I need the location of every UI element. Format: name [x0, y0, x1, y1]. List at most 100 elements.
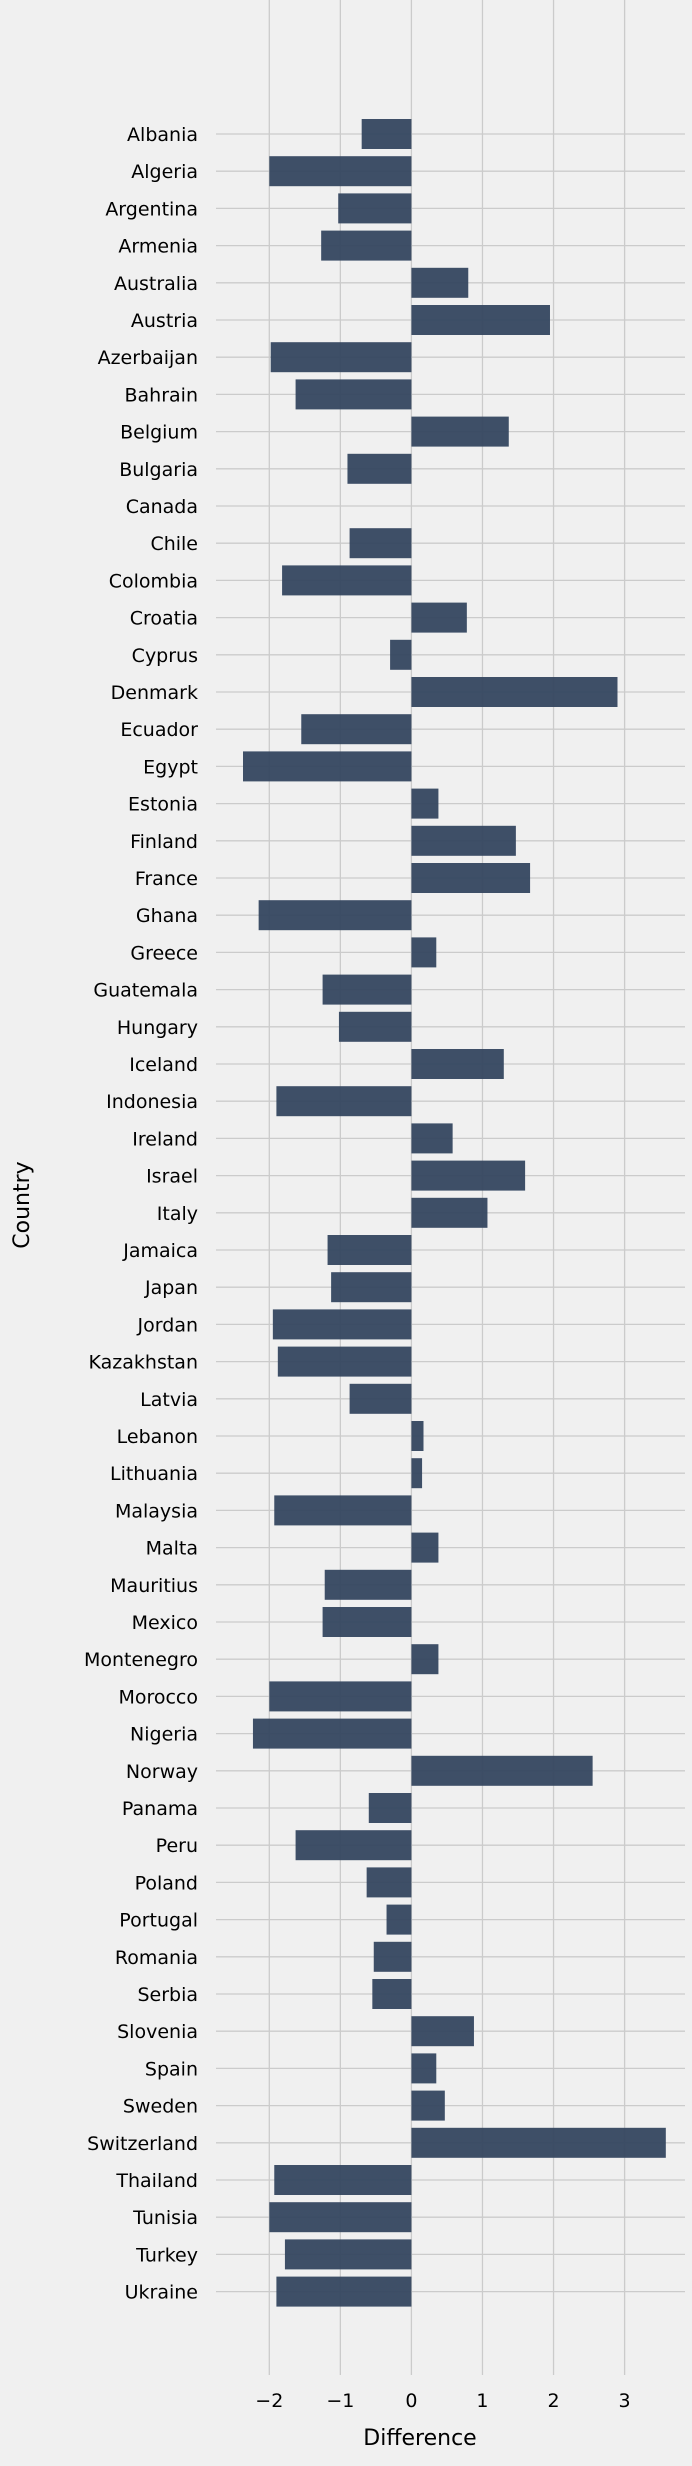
y-tick-label: Ukraine [125, 2282, 198, 2304]
bar-morocco [269, 1681, 412, 1712]
bar-sweden [411, 2090, 445, 2121]
bar-estonia [411, 788, 439, 819]
bar-romania [373, 1941, 412, 1972]
bar-malta [411, 1532, 439, 1563]
y-tick-label: Romania [115, 1947, 198, 1969]
y-tick-label: Malaysia [115, 1500, 198, 1522]
y-tick-label: Portugal [119, 1910, 198, 1932]
y-tick-label: Australia [114, 273, 198, 295]
y-tick-label: Lebanon [117, 1426, 198, 1448]
y-tick-label: Egypt [143, 756, 198, 778]
y-tick-label: Kazakhstan [89, 1352, 198, 1374]
bar-hungary [338, 1011, 412, 1042]
bar-ecuador [301, 714, 412, 745]
bar-australia [411, 267, 469, 298]
y-tick-label: Bahrain [125, 384, 199, 406]
bar-colombia [282, 565, 412, 596]
bar-mexico [322, 1607, 412, 1637]
bar-armenia [321, 230, 412, 261]
y-tick-label: Turkey [135, 2244, 198, 2266]
bar-bahrain [295, 379, 412, 410]
y-tick-label: Mauritius [110, 1575, 198, 1597]
bar-kazakhstan [277, 1346, 412, 1377]
bar-turkey [284, 2239, 412, 2270]
bar-croatia [411, 602, 467, 633]
y-tick-label: Serbia [137, 1984, 198, 2006]
y-tick-label: Spain [145, 2058, 198, 2080]
bar-lebanon [411, 1421, 424, 1451]
bar-israel [411, 1160, 526, 1191]
y-tick-label: Morocco [118, 1686, 198, 1708]
x-tick-label: 1 [476, 2390, 488, 2412]
bar-portugal [386, 1904, 412, 1935]
y-tick-label: Croatia [130, 608, 198, 630]
y-tick-label: Jamaica [122, 1240, 198, 1262]
bar-argentina [338, 193, 412, 224]
x-tick-label: 0 [405, 2390, 417, 2412]
bar-ireland [411, 1123, 453, 1154]
y-tick-label: Austria [131, 310, 198, 332]
y-tick-label: Tunisia [132, 2207, 198, 2229]
bar-montenegro [411, 1644, 439, 1675]
bar-egypt [243, 751, 412, 782]
bar-france [411, 863, 531, 893]
bar-mauritius [324, 1569, 412, 1600]
bar-malaysia [274, 1495, 412, 1526]
bar-guatemala [322, 974, 412, 1005]
y-tick-label: Lithuania [110, 1463, 198, 1485]
bar-azerbaijan [270, 342, 412, 373]
bar-indonesia [276, 1086, 412, 1117]
y-axis-label: Country [10, 1161, 35, 1248]
y-tick-label: Greece [130, 942, 198, 964]
y-tick-label: Guatemala [93, 980, 198, 1002]
bar-spain [411, 2053, 437, 2084]
bar-slovenia [411, 2016, 474, 2047]
y-tick-label: Malta [146, 1538, 198, 1560]
x-tick-label: −1 [326, 2390, 354, 2412]
y-tick-label: Iceland [129, 1054, 198, 1076]
bar-japan [331, 1272, 412, 1303]
bar-ghana [258, 900, 412, 931]
bar-denmark [411, 677, 618, 707]
x-tick-label: −2 [255, 2390, 283, 2412]
bar-finland [411, 825, 516, 856]
bar-cyprus [390, 639, 412, 670]
bar-chile [349, 528, 412, 559]
y-tick-label: Ghana [136, 905, 198, 927]
y-tick-label: Denmark [111, 682, 198, 704]
bar-bulgaria [347, 453, 412, 484]
y-tick-label: Israel [146, 1166, 198, 1188]
y-tick-label: Colombia [109, 570, 198, 592]
y-tick-label: Ireland [132, 1128, 198, 1150]
y-tick-label: Japan [144, 1277, 198, 1299]
y-tick-label: Bulgaria [119, 459, 198, 481]
y-tick-label: Estonia [128, 794, 198, 816]
bar-nigeria [252, 1718, 412, 1749]
bar-peru [295, 1830, 412, 1861]
bars [243, 119, 666, 2307]
bar-switzerland [411, 2127, 666, 2158]
bar-norway [411, 1755, 593, 1786]
y-tick-label: Argentina [105, 198, 198, 220]
x-axis-label: Difference [363, 2426, 476, 2451]
x-tick-label: 3 [619, 2390, 631, 2412]
y-tick-label: Mexico [132, 1612, 198, 1634]
y-tick-label: Ecuador [120, 719, 198, 741]
y-tick-label: Belgium [120, 422, 198, 444]
bar-poland [366, 1867, 412, 1898]
y-tick-label: Montenegro [84, 1649, 198, 1671]
x-tick-label: 2 [547, 2390, 559, 2412]
y-tick-label: Jordan [137, 1314, 198, 1336]
bar-austria [411, 305, 550, 335]
bar-tunisia [269, 2202, 412, 2233]
y-tick-label: Azerbaijan [98, 347, 198, 369]
bar-thailand [274, 2165, 412, 2195]
bar-italy [411, 1197, 488, 1228]
bar-panama [368, 1793, 412, 1823]
y-tick-label: Slovenia [117, 2021, 198, 2043]
bar-albania [361, 119, 412, 149]
y-tick-label: Italy [157, 1203, 198, 1225]
y-tick-label: Sweden [123, 2096, 198, 2118]
